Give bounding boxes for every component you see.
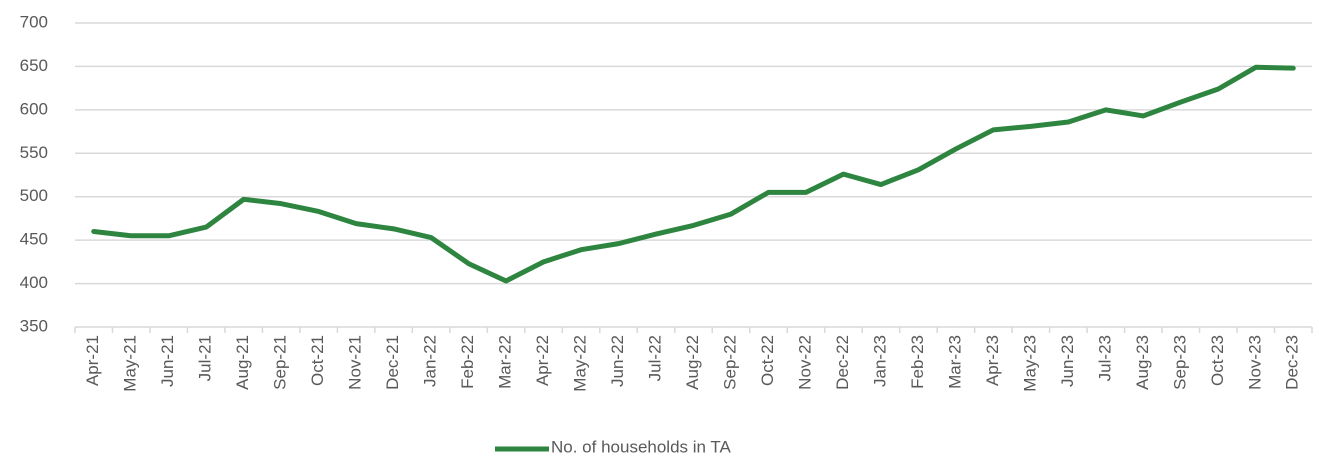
y-tick-label: 350 [20, 316, 48, 335]
x-tick-label: Jul-22 [645, 335, 664, 381]
x-tick-label: Apr-22 [533, 335, 552, 386]
y-tick-label: 550 [20, 143, 48, 162]
x-tick-label: May-23 [1020, 335, 1039, 392]
x-tick-label: Aug-22 [683, 335, 702, 390]
x-tick-label: Jul-21 [196, 335, 215, 381]
x-tick-label: Apr-21 [83, 335, 102, 386]
x-tick-label: Nov-21 [346, 335, 365, 390]
x-tick-label: Feb-23 [908, 335, 927, 389]
x-tick-label: May-21 [121, 335, 140, 392]
x-tick-label: May-22 [571, 335, 590, 392]
x-tick-label: Sep-21 [271, 335, 290, 390]
x-tick-label: Feb-22 [458, 335, 477, 389]
x-tick-label: Apr-23 [983, 335, 1002, 386]
x-tick-label: Jun-22 [608, 335, 627, 387]
x-tick-label: Oct-21 [308, 335, 327, 386]
x-tick-label: Nov-22 [795, 335, 814, 390]
x-tick-label: Dec-23 [1283, 335, 1302, 390]
y-tick-label: 400 [20, 273, 48, 292]
x-tick-label: Jan-22 [421, 335, 440, 387]
x-tick-label: Mar-23 [945, 335, 964, 389]
x-tick-label: Aug-21 [233, 335, 252, 390]
x-tick-label: Aug-23 [1133, 335, 1152, 390]
x-tick-label: Sep-22 [720, 335, 739, 390]
y-tick-label: 600 [20, 99, 48, 118]
legend-label: No. of households in TA [551, 437, 732, 456]
x-tick-label: Oct-22 [758, 335, 777, 386]
x-tick-label: Mar-22 [496, 335, 515, 389]
y-tick-label: 450 [20, 230, 48, 249]
x-tick-label: Dec-21 [383, 335, 402, 390]
y-tick-label: 700 [20, 12, 48, 31]
x-tick-label: Jan-23 [870, 335, 889, 387]
x-tick-label: Oct-23 [1208, 335, 1227, 386]
x-tick-label: Jul-23 [1095, 335, 1114, 381]
x-tick-label: Sep-23 [1170, 335, 1189, 390]
y-tick-label: 650 [20, 56, 48, 75]
x-tick-label: Jun-23 [1058, 335, 1077, 387]
data-line [91, 64, 1296, 284]
y-tick-label: 500 [20, 186, 48, 205]
x-tick-label: Jun-21 [158, 335, 177, 387]
x-tick-label: Nov-23 [1245, 335, 1264, 390]
x-tick-label: Dec-22 [833, 335, 852, 390]
